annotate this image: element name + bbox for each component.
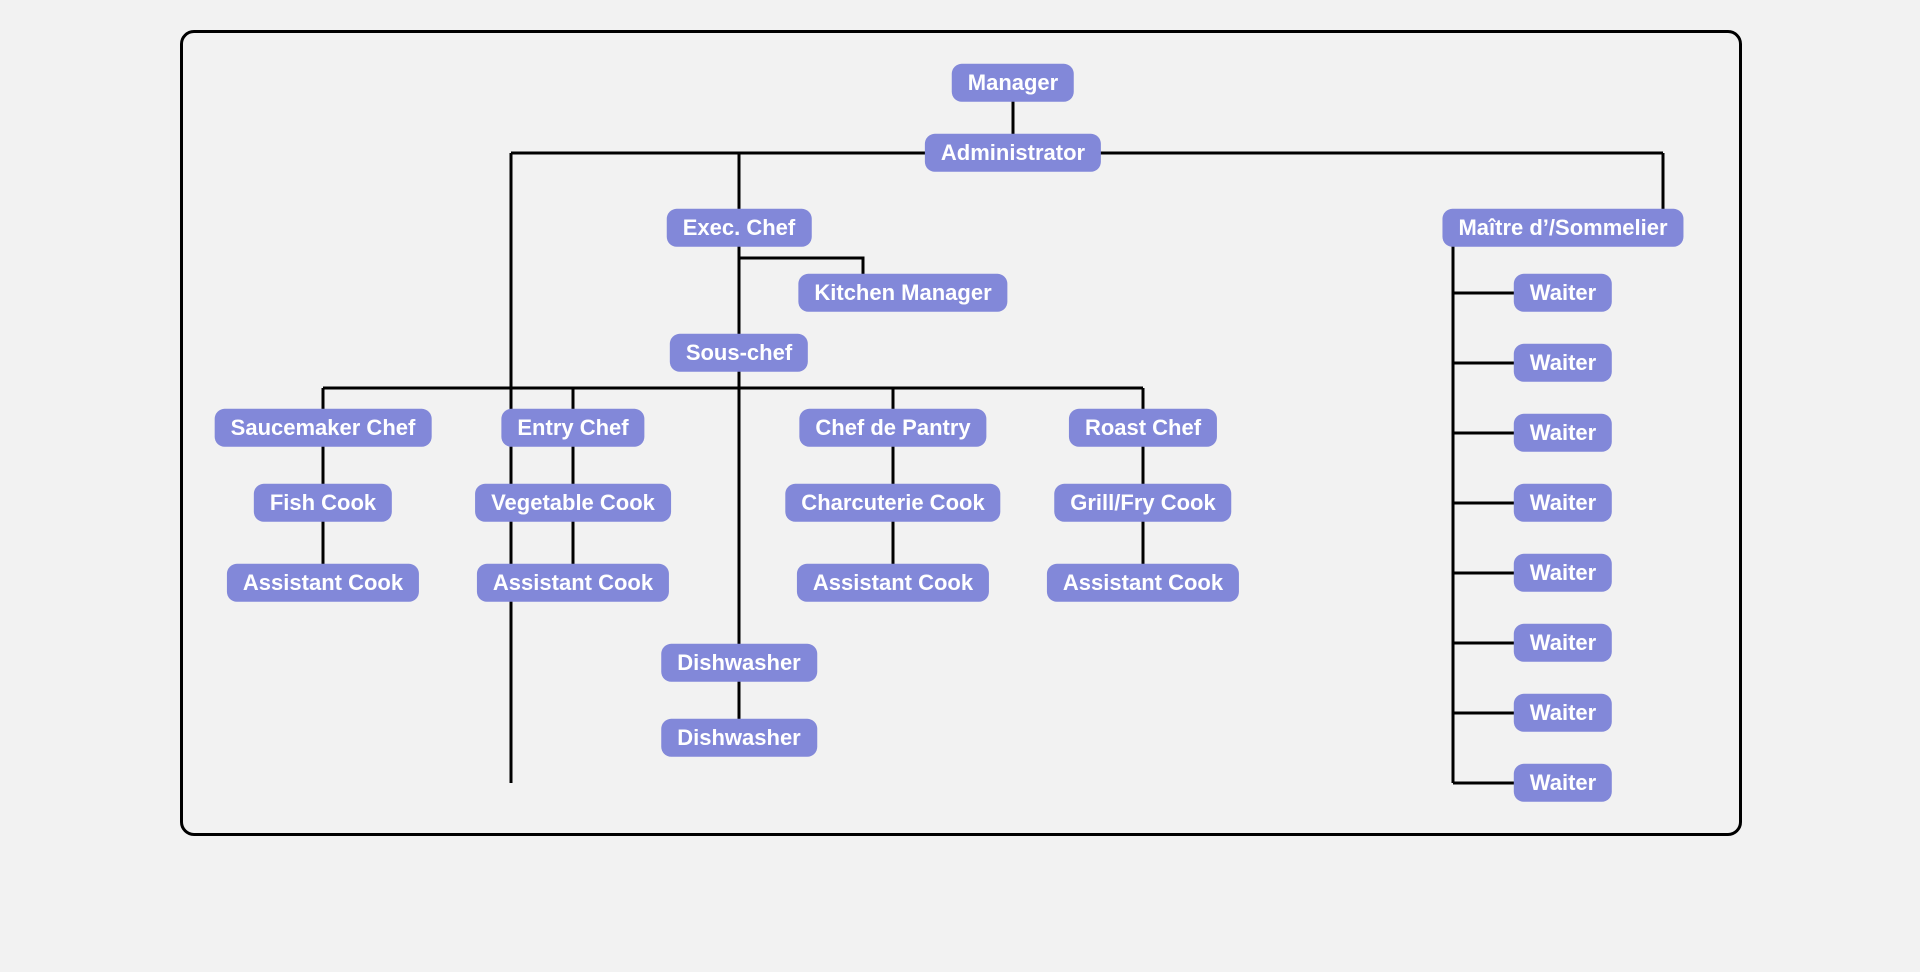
node-admin: Administrator: [925, 134, 1101, 172]
node-assist2: Assistant Cook: [477, 564, 669, 602]
node-waiter6: Waiter: [1514, 624, 1612, 662]
node-charc: Charcuterie Cook: [785, 484, 1000, 522]
node-roast: Roast Chef: [1069, 409, 1217, 447]
node-waiter2: Waiter: [1514, 344, 1612, 382]
node-execchef: Exec. Chef: [667, 209, 812, 247]
node-waiter7: Waiter: [1514, 694, 1612, 732]
canvas: Manager Administrator Exec. Chef Kitchen Ma…: [0, 0, 1920, 972]
node-waiter3: Waiter: [1514, 414, 1612, 452]
node-sauce: Saucemaker Chef: [215, 409, 432, 447]
org-chart-frame: Manager Administrator Exec. Chef Kitchen Ma…: [180, 30, 1742, 836]
node-pantry: Chef de Pantry: [799, 409, 986, 447]
node-waiter4: Waiter: [1514, 484, 1612, 522]
node-veg: Vegetable Cook: [475, 484, 671, 522]
node-waiter5: Waiter: [1514, 554, 1612, 592]
node-maitre: Maître d’/Sommelier: [1442, 209, 1683, 247]
node-assist1: Assistant Cook: [227, 564, 419, 602]
node-kitchenmgr: Kitchen Manager: [798, 274, 1007, 312]
node-grill: Grill/Fry Cook: [1054, 484, 1231, 522]
node-souschef: Sous-chef: [670, 334, 808, 372]
node-waiter1: Waiter: [1514, 274, 1612, 312]
node-fish: Fish Cook: [254, 484, 392, 522]
node-dish2: Dishwasher: [661, 719, 817, 757]
node-waiter8: Waiter: [1514, 764, 1612, 802]
node-entry: Entry Chef: [501, 409, 644, 447]
node-assist4: Assistant Cook: [1047, 564, 1239, 602]
node-dish1: Dishwasher: [661, 644, 817, 682]
node-manager: Manager: [952, 64, 1074, 102]
node-assist3: Assistant Cook: [797, 564, 989, 602]
